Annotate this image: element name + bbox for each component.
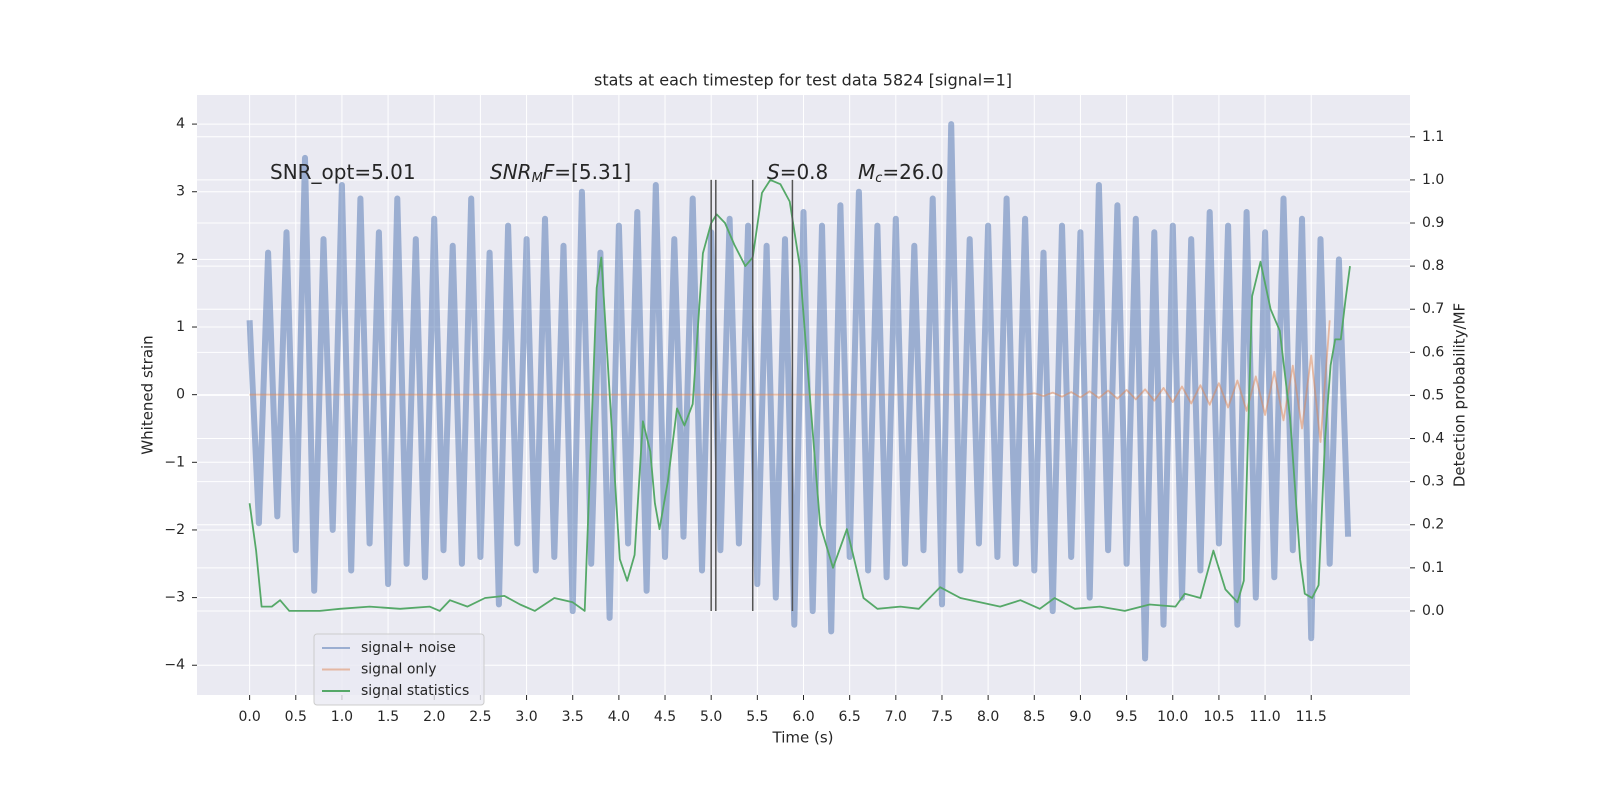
x-tick-label: 2.0 xyxy=(423,709,445,725)
annotation-part: c xyxy=(875,171,882,186)
y2-tick-label: 0.7 xyxy=(1422,301,1444,317)
x-tick-label: 4.0 xyxy=(608,709,630,725)
y2-axis-label: Detection probability/MF xyxy=(1451,303,1469,487)
x-tick-label: 8.0 xyxy=(977,709,999,725)
x-tick-label: 1.0 xyxy=(331,709,353,725)
legend-box xyxy=(313,633,485,706)
annotation-part: F xyxy=(543,160,555,184)
x-tick-label: 10.0 xyxy=(1157,709,1188,725)
y2-tick-label: 0.5 xyxy=(1422,387,1444,403)
x-tick-label: 6.5 xyxy=(839,709,861,725)
annotation-part: =0.8 xyxy=(780,160,829,184)
series-line xyxy=(246,121,1352,662)
legend-label: signal only xyxy=(361,662,436,678)
annotation-part: =[5.31] xyxy=(554,160,631,184)
y-tick-label: 4 xyxy=(176,116,185,132)
y-tick-label: 2 xyxy=(176,251,185,267)
annotation-part: =26.0 xyxy=(882,160,943,184)
x-tick-label: 5.0 xyxy=(700,709,722,725)
x-tick-label: 11.0 xyxy=(1249,709,1280,725)
x-tick-label: 9.5 xyxy=(1115,709,1137,725)
annotation-part: SNR xyxy=(490,160,532,184)
x-tick-label: 0.5 xyxy=(285,709,307,725)
series-line xyxy=(248,179,1351,612)
y-tick-label: −2 xyxy=(164,522,185,538)
x-tick-label: 6.0 xyxy=(792,709,814,725)
x-tick-label: 7.0 xyxy=(885,709,907,725)
x-tick-label: 3.5 xyxy=(562,709,584,725)
y-tick-label: 3 xyxy=(176,184,185,200)
annotation-part: M xyxy=(858,160,875,184)
y-axis-label: Whitened strain xyxy=(139,335,157,454)
legend-label: signal+ noise xyxy=(361,640,456,656)
y2-tick-label: 0.8 xyxy=(1422,258,1444,274)
y2-tick-label: 0.0 xyxy=(1422,603,1444,619)
x-tick-label: 4.5 xyxy=(654,709,676,725)
annotation: S=0.8 xyxy=(767,160,828,184)
y-tick-label: −4 xyxy=(164,657,185,673)
y-tick-label: 0 xyxy=(176,387,185,403)
y2-tick-label: 0.4 xyxy=(1422,431,1444,447)
annotation-part: M xyxy=(532,171,543,186)
y2-tick-label: 0.3 xyxy=(1422,474,1444,490)
x-tick-label: 1.5 xyxy=(377,709,399,725)
x-tick-label: 2.5 xyxy=(469,709,491,725)
y-tick-label: −1 xyxy=(164,454,185,470)
legend-label: signal statistics xyxy=(361,683,469,699)
x-tick-label: 0.0 xyxy=(238,709,260,725)
x-tick-label: 10.5 xyxy=(1203,709,1234,725)
y2-tick-label: 0.2 xyxy=(1422,517,1444,533)
y-tick-label: −3 xyxy=(164,590,185,606)
y-tick-label: 1 xyxy=(176,319,185,335)
y2-tick-label: 0.6 xyxy=(1422,344,1444,360)
x-tick-label: 8.5 xyxy=(1023,709,1045,725)
x-tick-label: 3.0 xyxy=(515,709,537,725)
x-axis-label: Time (s) xyxy=(772,729,834,747)
y2-tick-label: 0.9 xyxy=(1422,215,1444,231)
y2-tick-label: 1.0 xyxy=(1422,172,1444,188)
x-tick-label: 7.5 xyxy=(931,709,953,725)
annotation: Mc=26.0 xyxy=(858,160,944,186)
series-line xyxy=(249,320,1331,443)
x-tick-label: 5.5 xyxy=(746,709,768,725)
y2-tick-label: 0.1 xyxy=(1422,560,1444,576)
annotation-part: S xyxy=(767,160,780,184)
x-tick-label: 9.0 xyxy=(1069,709,1091,725)
annotation: SNRMF=[5.31] xyxy=(490,160,631,186)
annotation: SNR_opt=5.01 xyxy=(270,160,416,184)
chart-title: stats at each timestep for test data 582… xyxy=(594,71,1012,90)
x-tick-label: 11.5 xyxy=(1296,709,1327,725)
annotation-part: SNR_opt=5.01 xyxy=(270,160,416,184)
y2-tick-label: 1.1 xyxy=(1422,129,1444,145)
